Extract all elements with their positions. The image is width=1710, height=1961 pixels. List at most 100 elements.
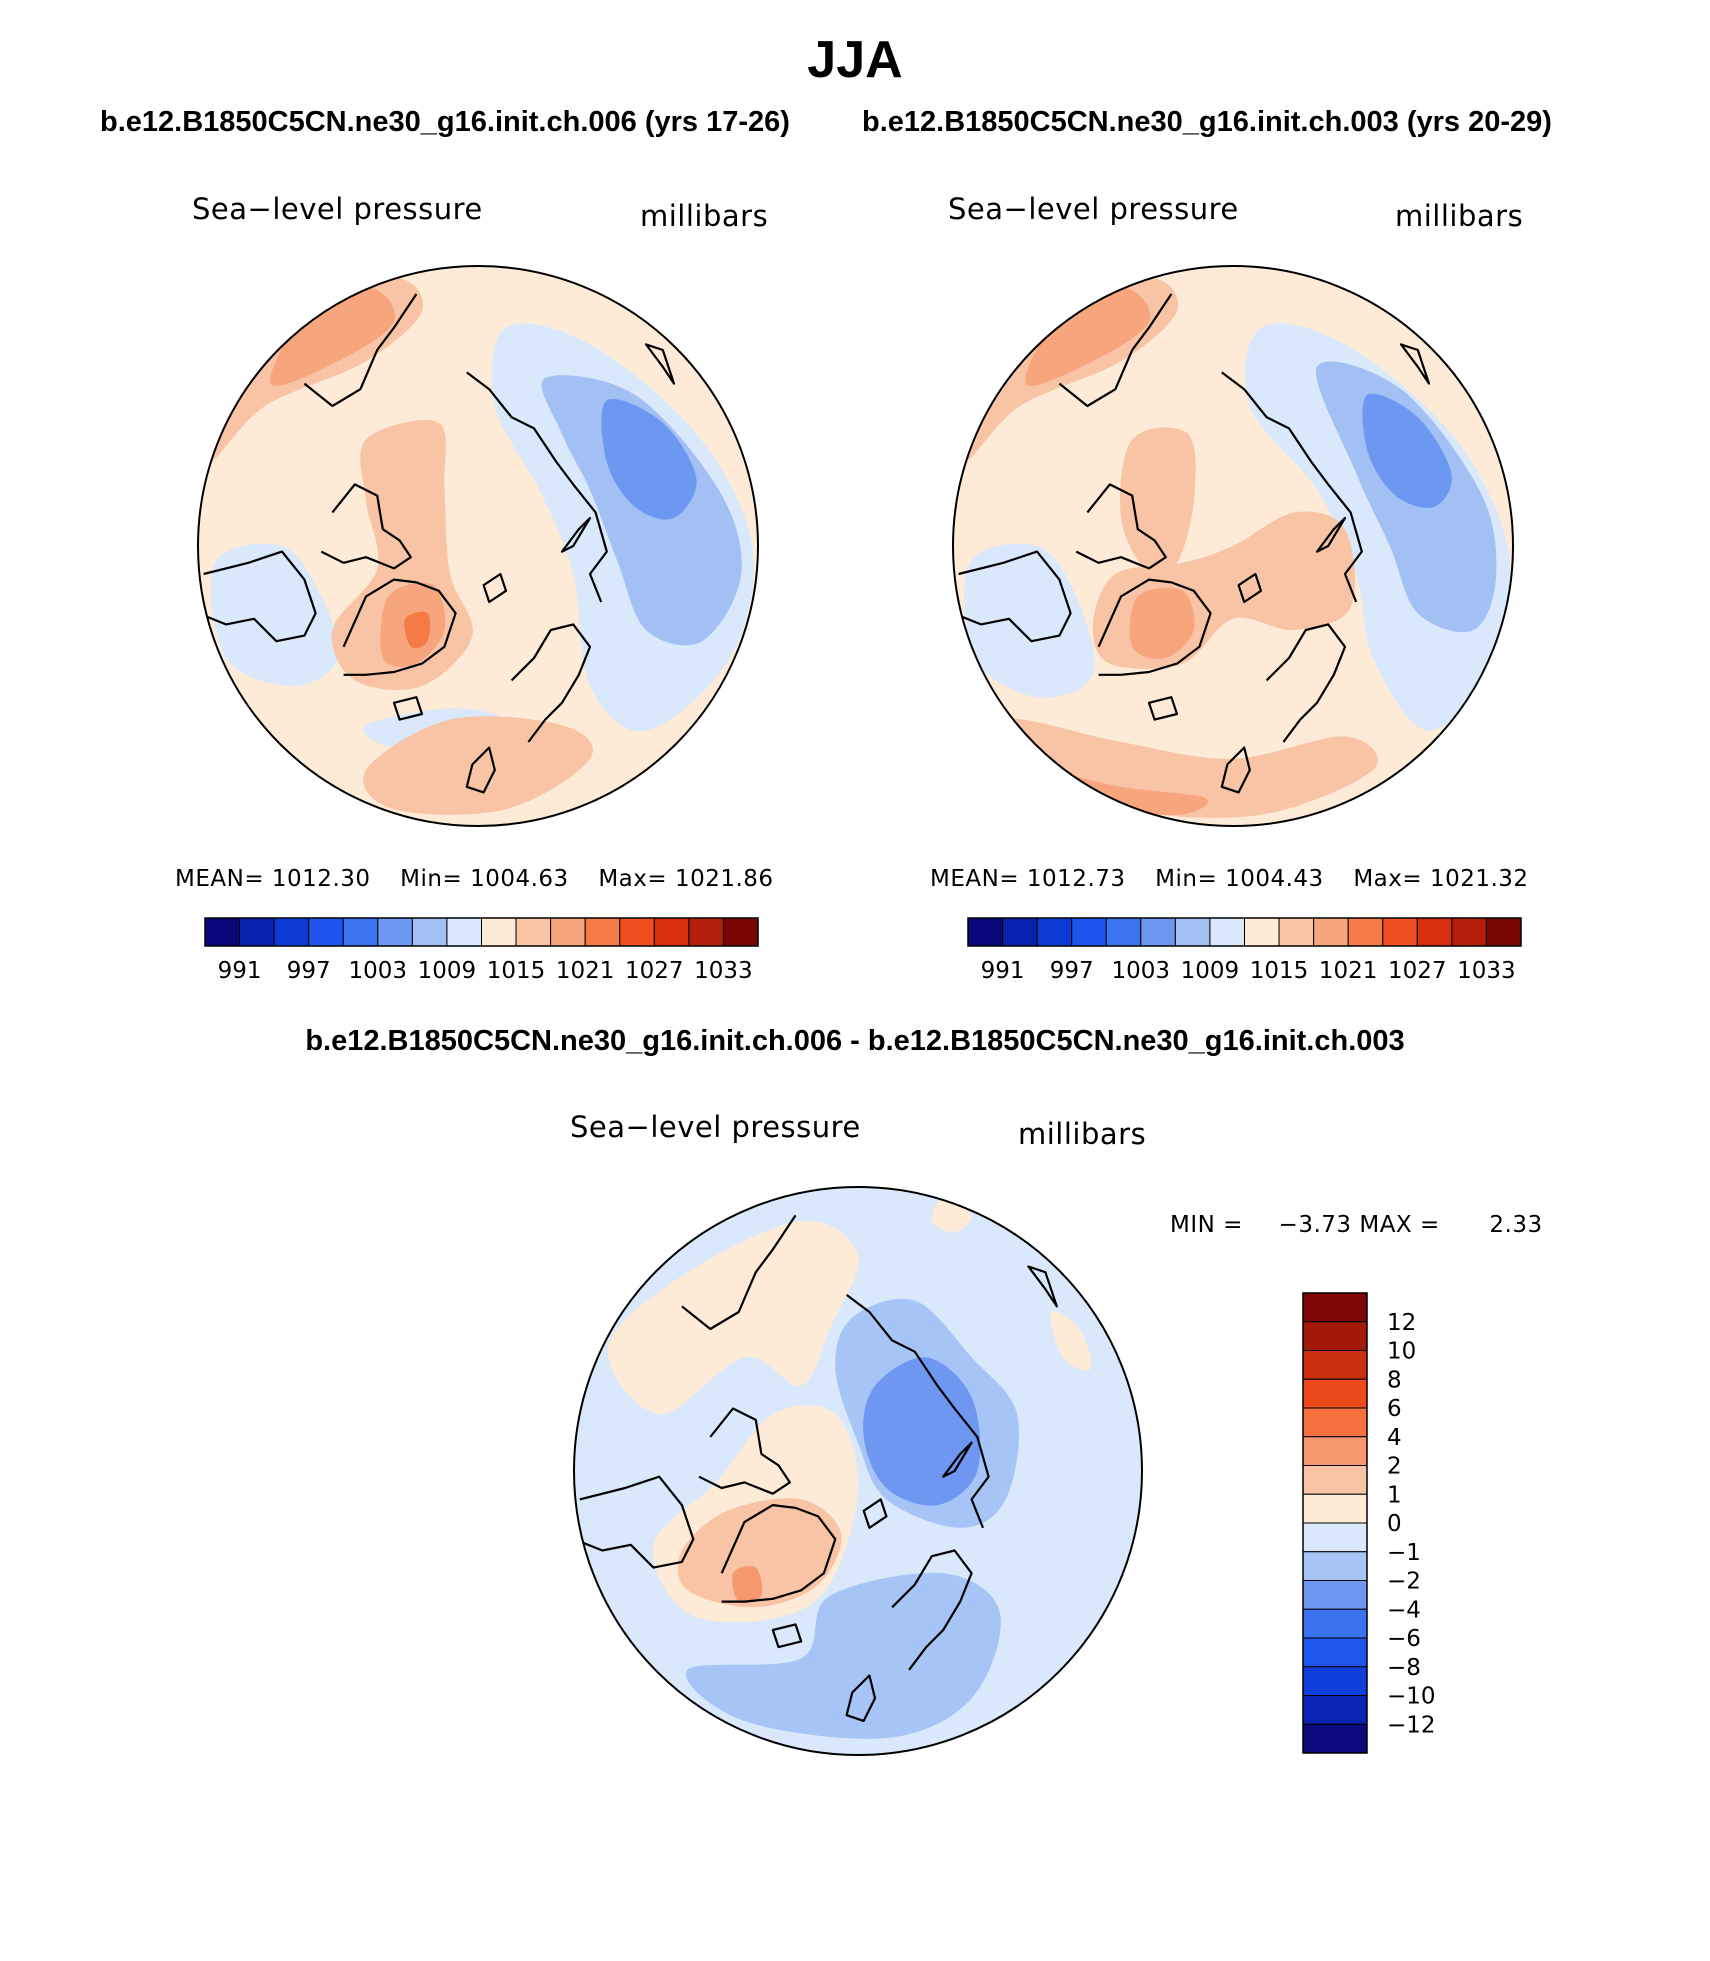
- panel2-coast-greenland: [1097, 578, 1212, 676]
- panel3-contour-8: [1050, 1310, 1092, 1371]
- panel1-colorbar-box-1: [239, 917, 275, 947]
- panel2-contour-6: [1025, 287, 1151, 386]
- panel2-coast-kamchatka: [1399, 343, 1431, 385]
- panel3-colorbar-tick-3: 6: [1387, 1396, 1402, 1422]
- panel2-colorbar-box-5: [1140, 917, 1176, 947]
- panel3-colorbar-tick-9: −2: [1387, 1569, 1421, 1595]
- panel3-field-label: Sea−level pressure: [570, 1110, 861, 1144]
- panel2-field-label: Sea−level pressure: [948, 192, 1239, 226]
- panel3-contour-3: [677, 1498, 842, 1608]
- panel2-colorbar-tick-5: 1021: [1319, 958, 1378, 984]
- panel1-colorbar-tick-4: 1015: [487, 958, 546, 984]
- panel3-max-value: 2.33: [1489, 1212, 1543, 1238]
- panel3-field: [574, 1187, 1142, 1755]
- panel3-min-value: −3.73: [1278, 1212, 1352, 1238]
- panel1-colorbar-tick-0: 991: [218, 958, 262, 984]
- panel2-coast-novaya: [1315, 516, 1347, 553]
- panel2-max-label: Max=: [1353, 866, 1423, 892]
- panel2-colorbar-box-6: [1174, 917, 1211, 947]
- panel3-colorbar-box-11: [1302, 1608, 1368, 1639]
- panel3-coast-iceland: [771, 1623, 803, 1649]
- panel1-coastlines: [198, 293, 676, 794]
- panel3-layer: [573, 1186, 1143, 1756]
- panel2-colorbar-box-10: [1313, 917, 1349, 947]
- panel2-mean-label: MEAN=: [930, 866, 1020, 892]
- panel1-colorbar-box-9: [515, 917, 552, 947]
- panel3-coast-siberia: [845, 1294, 990, 1529]
- panel3-min-label: MIN =: [1170, 1212, 1243, 1238]
- panel1-contour-11: [363, 716, 593, 815]
- panel3-coast-britain: [845, 1674, 877, 1722]
- panel1-coast-scandinavia: [510, 623, 592, 743]
- panel1-max-label: Max=: [598, 866, 668, 892]
- case-a-title: b.e12.B1850C5CN.ne30_g16.init.ch.006 (yr…: [100, 106, 790, 138]
- panel3-contour-4: [732, 1566, 763, 1604]
- panel2-colorbar-tick-1: 997: [1050, 958, 1094, 984]
- panel1-max-value: 1021.86: [674, 866, 774, 892]
- panel3-contour-6: [863, 1357, 981, 1506]
- panel3-colorbar-box-8: [1302, 1522, 1368, 1553]
- panel3-units-label: millibars: [1018, 1117, 1147, 1151]
- panel2-coast-britain: [1220, 746, 1251, 794]
- panel1-min-value: 1004.63: [470, 866, 569, 892]
- panel1-coast-novaya: [560, 516, 592, 553]
- panel1-coast-alaska: [303, 293, 418, 408]
- panel1-colorbar-frame: [204, 917, 759, 947]
- panel1-colorbar-box-13: [653, 917, 690, 947]
- panel3-coast-greenland: [720, 1504, 837, 1603]
- panel2-coast-siberia: [1221, 371, 1363, 603]
- panel3-contour-7: [685, 1572, 1001, 1739]
- panel1-contour-7: [270, 287, 396, 386]
- panel2-colorbar-box-15: [1485, 917, 1522, 947]
- panel3-colorbar-box-15: [1302, 1723, 1368, 1754]
- panel3-colorbar-tick-5: 2: [1387, 1454, 1402, 1480]
- panel1-coast-britain: [465, 746, 496, 794]
- panel1-coast-svalbard: [482, 572, 508, 604]
- panel1-colorbar-box-3: [308, 917, 344, 947]
- panel2-colorbar-box-13: [1416, 917, 1453, 947]
- panel1-contour-10: [404, 611, 431, 649]
- panel2-coast-scandinavia: [1265, 623, 1347, 743]
- panel1-colorbar-tick-2: 1003: [349, 958, 408, 984]
- panel2-contour-7: [1119, 427, 1196, 578]
- diff-title: b.e12.B1850C5CN.ne30_g16.init.ch.006 - b…: [305, 1025, 1405, 1057]
- panel2-coast-canada_arch: [1075, 483, 1167, 570]
- panel2-colorbar-frame: [967, 917, 1522, 947]
- panel1-coast-iceland: [392, 696, 424, 721]
- panel1-colorbar-tick-1: 997: [287, 958, 331, 984]
- panel1-coast-siberia: [466, 371, 608, 603]
- panel2-colorbar-box-14: [1451, 917, 1487, 947]
- panel2-colorbar-tick-6: 1027: [1388, 958, 1447, 984]
- panel3-colorbar-tick-4: 4: [1387, 1425, 1402, 1451]
- panel3-colorbar-box-6: [1302, 1465, 1368, 1495]
- panel2-stats: MEAN= 1012.73 Min= 1004.43 Max= 1021.32: [930, 866, 1529, 892]
- panel1-colorbar-box-4: [342, 917, 379, 947]
- panel1-colorbar-tick-5: 1021: [556, 958, 615, 984]
- panel3-coast-canada_arch: [698, 1407, 791, 1495]
- panel2-colorbar-box-12: [1382, 917, 1418, 947]
- panel3-colorbar-tick-13: −10: [1387, 1684, 1436, 1710]
- panel1-map-border: [197, 265, 759, 827]
- panel2-contour-3: [1362, 393, 1452, 508]
- panel2-coast-iceland: [1147, 696, 1179, 721]
- panel1-field-label: Sea−level pressure: [192, 192, 483, 226]
- panel2-layer: [952, 265, 1514, 827]
- panel1-colorbar-box-11: [584, 917, 621, 947]
- panel1-colorbar-box-6: [411, 917, 448, 947]
- panel3-colorbar-tick-8: −1: [1387, 1540, 1421, 1566]
- panel2-map-border: [952, 265, 1514, 827]
- panel3-max-label: MAX =: [1359, 1212, 1440, 1238]
- panel1-colorbar-box-14: [688, 917, 724, 947]
- panel3-colorbar-box-0: [1302, 1292, 1368, 1323]
- panel1-colorbar-box-12: [619, 917, 655, 947]
- panel1-coast-kamchatka: [644, 343, 676, 385]
- panel2-max-value: 1021.32: [1429, 866, 1529, 892]
- panel2-colorbar-box-7: [1209, 917, 1245, 947]
- panel3-colorbar-box-4: [1302, 1407, 1368, 1438]
- panel2-contour-9: [1129, 587, 1195, 659]
- panel1-colorbar-box-10: [550, 917, 586, 947]
- panel2-colorbar-box-11: [1347, 917, 1384, 947]
- panel3-coast-kamchatka: [1027, 1265, 1058, 1308]
- panel1-coast-greenland: [342, 578, 457, 676]
- panel1-stats: MEAN= 1012.30 Min= 1004.63 Max= 1021.86: [175, 866, 774, 892]
